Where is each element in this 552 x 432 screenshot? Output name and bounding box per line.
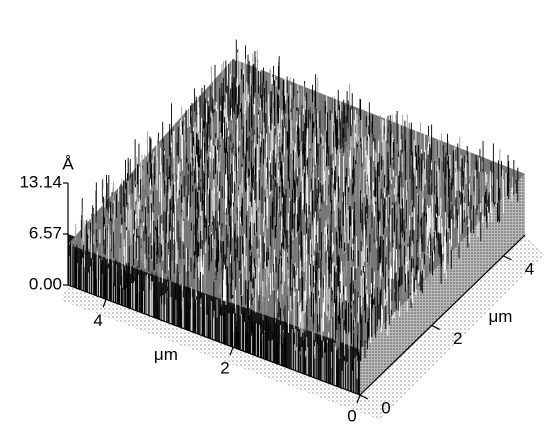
z-tick-label: 13.14: [19, 172, 62, 191]
x-tick-label: 4: [93, 311, 102, 330]
x-tick-label: 2: [220, 359, 229, 378]
x-tick-label: 0: [347, 406, 356, 425]
y-tick-label: 4: [525, 259, 534, 278]
y-tick-label: 0: [381, 398, 390, 417]
x-axis-label: μm: [154, 345, 178, 364]
z-axis-label: Å: [62, 154, 74, 173]
z-tick-label: 6.57: [29, 223, 62, 242]
y-tick-label: 2: [453, 329, 462, 348]
afm-surface-plot: 0.00 6.57 13.14Å 0 2 4 μm 0 2 4 μm: [0, 0, 552, 432]
y-axis-label: μm: [488, 307, 512, 326]
z-tick-label: 0.00: [29, 274, 62, 293]
